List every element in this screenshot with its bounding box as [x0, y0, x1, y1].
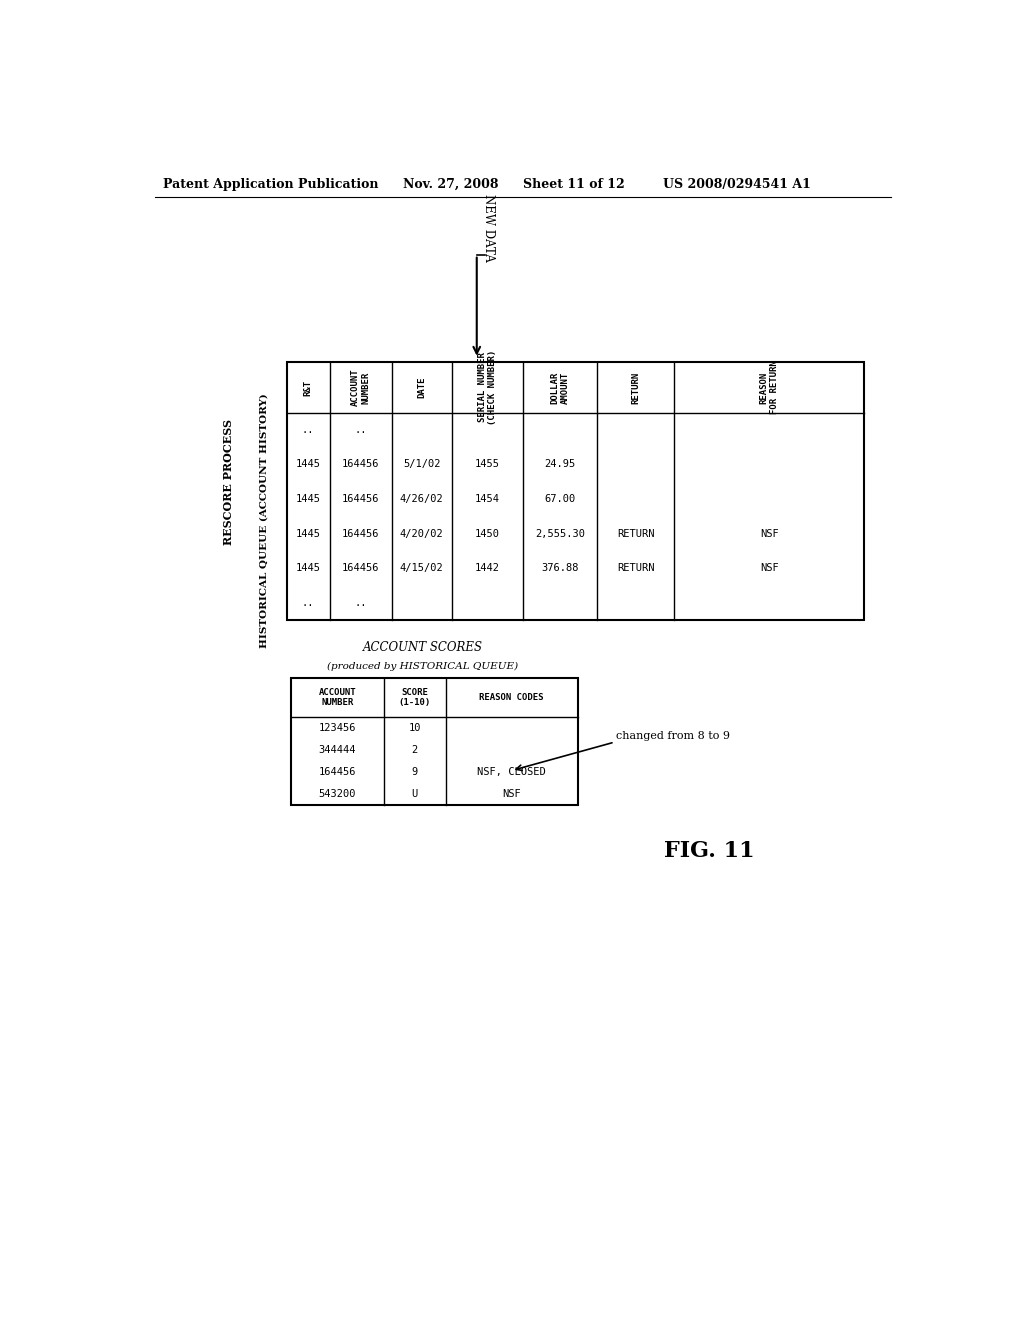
Text: 344444: 344444 — [318, 744, 356, 755]
Text: 1450: 1450 — [475, 529, 500, 539]
Text: RETURN: RETURN — [631, 371, 640, 404]
Text: SERIAL NUMBER
(CHECK NUMBER): SERIAL NUMBER (CHECK NUMBER) — [478, 350, 498, 425]
Text: FIG. 11: FIG. 11 — [664, 841, 755, 862]
Text: 376.88: 376.88 — [542, 564, 579, 573]
Text: REASON
FOR RETURN: REASON FOR RETURN — [760, 360, 779, 414]
Text: 164456: 164456 — [318, 767, 356, 777]
Text: Patent Application Publication: Patent Application Publication — [163, 178, 379, 190]
Text: 164456: 164456 — [342, 494, 379, 504]
Text: Nov. 27, 2008: Nov. 27, 2008 — [403, 178, 499, 190]
Text: R&T: R&T — [304, 379, 312, 396]
Text: NSF, CLOSED: NSF, CLOSED — [477, 767, 546, 777]
Text: 1445: 1445 — [296, 459, 321, 470]
Text: Sheet 11 of 12: Sheet 11 of 12 — [523, 178, 625, 190]
Text: changed from 8 to 9: changed from 8 to 9 — [616, 731, 730, 741]
Text: 24.95: 24.95 — [545, 459, 575, 470]
Text: 5/1/02: 5/1/02 — [403, 459, 440, 470]
Text: HISTORICAL QUEUE (ACCOUNT HISTORY): HISTORICAL QUEUE (ACCOUNT HISTORY) — [259, 393, 268, 648]
Text: REASON CODES: REASON CODES — [479, 693, 544, 702]
Text: 164456: 164456 — [342, 564, 379, 573]
Text: 4/20/02: 4/20/02 — [399, 529, 443, 539]
Text: 2,555.30: 2,555.30 — [536, 529, 585, 539]
Text: US 2008/0294541 A1: US 2008/0294541 A1 — [663, 178, 811, 190]
Text: U: U — [412, 789, 418, 799]
Text: 9: 9 — [412, 767, 418, 777]
Text: 4/15/02: 4/15/02 — [399, 564, 443, 573]
Bar — [287, 363, 864, 620]
Text: NSF: NSF — [760, 529, 778, 539]
Text: 1445: 1445 — [296, 529, 321, 539]
Text: ..: .. — [354, 425, 367, 434]
Text: RETURN: RETURN — [616, 564, 654, 573]
Text: 164456: 164456 — [342, 459, 379, 470]
Text: 4/26/02: 4/26/02 — [399, 494, 443, 504]
Text: NSF: NSF — [502, 789, 521, 799]
Text: 1455: 1455 — [475, 459, 500, 470]
Text: 1454: 1454 — [475, 494, 500, 504]
Text: 1442: 1442 — [475, 564, 500, 573]
Text: DOLLAR
AMOUNT: DOLLAR AMOUNT — [550, 371, 569, 404]
Text: 1445: 1445 — [296, 564, 321, 573]
Text: 123456: 123456 — [318, 723, 356, 733]
Text: 164456: 164456 — [342, 529, 379, 539]
Text: ..: .. — [302, 598, 314, 609]
Text: NSF: NSF — [760, 564, 778, 573]
Text: NEW DATA: NEW DATA — [482, 194, 495, 261]
Text: 2: 2 — [412, 744, 418, 755]
Text: RETURN: RETURN — [616, 529, 654, 539]
Text: ACCOUNT SCORES: ACCOUNT SCORES — [362, 640, 482, 653]
Text: (produced by HISTORICAL QUEUE): (produced by HISTORICAL QUEUE) — [327, 663, 518, 671]
Text: 67.00: 67.00 — [545, 494, 575, 504]
Text: ACCOUNT
NUMBER: ACCOUNT NUMBER — [351, 368, 371, 407]
Text: RESCORE PROCESS: RESCORE PROCESS — [223, 418, 234, 545]
Text: ..: .. — [354, 598, 367, 609]
Bar — [291, 678, 578, 805]
Text: SCORE
(1-10): SCORE (1-10) — [398, 688, 431, 708]
Text: DATE: DATE — [417, 376, 426, 399]
Text: ACCOUNT
NUMBER: ACCOUNT NUMBER — [318, 688, 356, 708]
Text: ..: .. — [302, 425, 314, 434]
Text: 1445: 1445 — [296, 494, 321, 504]
Text: 543200: 543200 — [318, 789, 356, 799]
Text: 10: 10 — [409, 723, 421, 733]
